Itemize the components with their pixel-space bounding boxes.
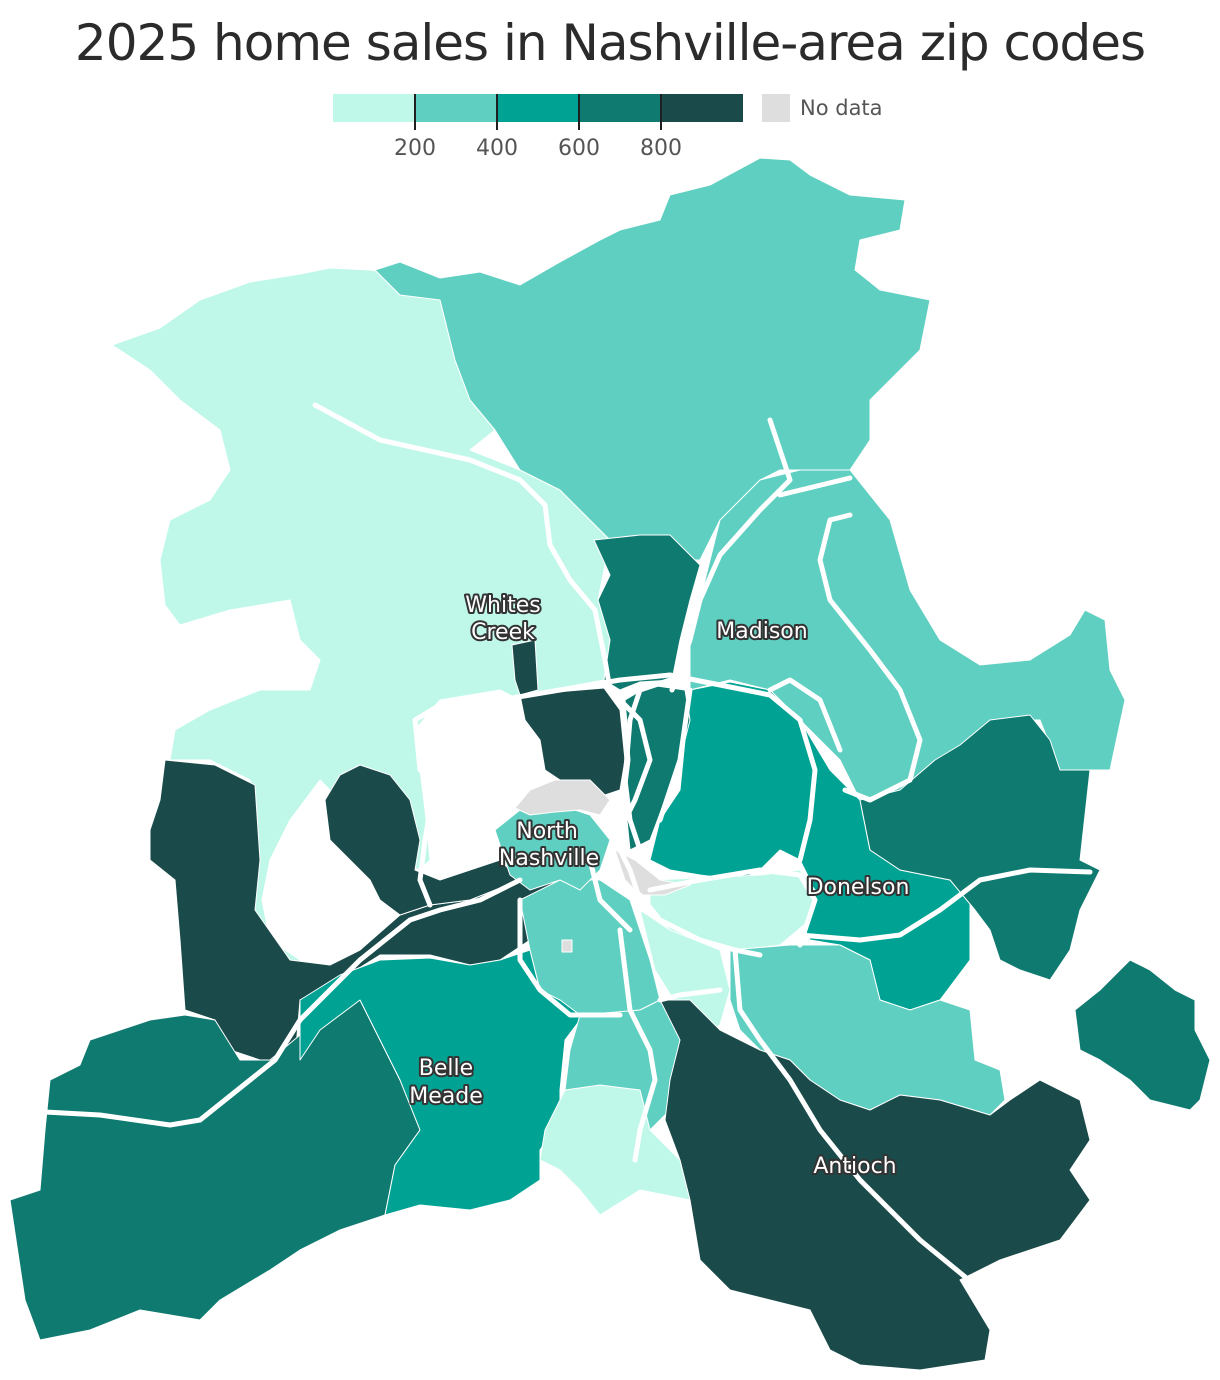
highway <box>817 512 923 803</box>
place-label-whites-creek-line-1: Whites <box>465 593 540 618</box>
legend-label-600: 600 <box>558 136 600 161</box>
zip-area <box>1074 959 1211 1111</box>
legend-label-200: 200 <box>394 136 436 161</box>
highway <box>417 807 433 908</box>
legend-bin-5 <box>661 94 743 122</box>
no-data-area <box>514 779 611 816</box>
legend-bin-3 <box>497 94 579 122</box>
place-label-madison: Madison <box>716 619 807 644</box>
zip-area <box>374 157 931 561</box>
place-label-whites-creek-line-2: Creek <box>471 620 535 645</box>
legend-tick-600 <box>578 94 580 130</box>
legend-bin-2 <box>415 94 497 122</box>
legend-no-data-label: No data <box>800 96 883 120</box>
highway <box>607 827 643 903</box>
zip-area <box>593 534 701 691</box>
highway <box>777 475 853 498</box>
zip-area <box>9 999 421 1341</box>
highway <box>647 867 818 948</box>
highway <box>42 877 523 1128</box>
place-label-antioch: Antioch <box>813 1154 896 1179</box>
highway <box>657 987 723 1003</box>
legend-tick-400 <box>496 94 498 130</box>
zip-area <box>564 999 691 1131</box>
place-label-north-nashville-line-1: North <box>516 819 578 844</box>
highway <box>517 897 623 1018</box>
color-legend: 200 400 600 800 No data <box>333 92 893 162</box>
place-label-north-nashville: North Nashville <box>499 819 599 871</box>
highway <box>669 417 793 693</box>
legend-no-data-swatch <box>762 94 790 122</box>
zip-area <box>511 639 539 696</box>
place-label-north-nashville-line-2: Nashville <box>499 846 599 871</box>
highway <box>637 892 763 958</box>
highway <box>412 672 818 863</box>
zip-area <box>299 949 581 1216</box>
highway <box>657 687 693 823</box>
zip-area <box>639 909 731 1036</box>
legend-tick-200 <box>414 94 416 130</box>
place-label-whites-creek: Whites Creek <box>465 593 540 645</box>
zip-area <box>649 869 816 951</box>
highway <box>622 677 673 853</box>
legend-label-400: 400 <box>476 136 518 161</box>
highway <box>617 927 658 1163</box>
highway <box>587 857 633 933</box>
legend-bin-4 <box>579 94 661 122</box>
highway <box>732 947 978 1288</box>
no-data-area <box>561 939 573 953</box>
zip-area <box>659 999 1091 1371</box>
legend-label-800: 800 <box>640 136 682 161</box>
highway <box>797 867 1093 943</box>
page-title: 2025 home sales in Nashville-area zip co… <box>74 14 1146 72</box>
legend-tick-800 <box>660 94 662 130</box>
legend-bin-1 <box>333 94 415 122</box>
highway <box>767 677 843 753</box>
place-label-belle-meade-line-2: Meade <box>409 1084 483 1109</box>
zip-area <box>324 764 521 916</box>
highway <box>312 402 653 833</box>
place-label-donelson: Donelson <box>807 875 910 900</box>
place-label-belle-meade-line-1: Belle <box>419 1056 473 1081</box>
place-label-belle-meade: Belle Meade <box>409 1056 483 1109</box>
